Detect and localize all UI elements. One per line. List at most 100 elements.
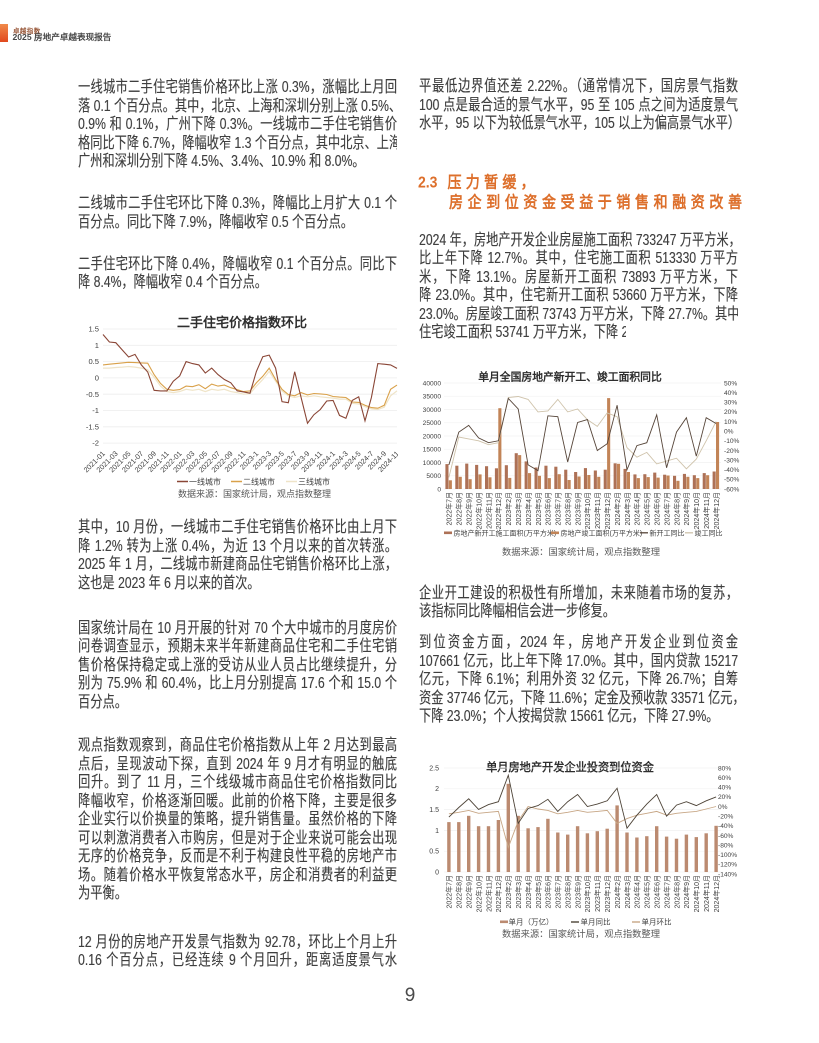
svg-text:2023年5月: 2023年5月 <box>534 875 543 908</box>
svg-text:2024年6月: 2024年6月 <box>653 492 662 525</box>
svg-text:2024年10月: 2024年10月 <box>692 875 701 912</box>
svg-text:竣工同比: 竣工同比 <box>695 529 723 538</box>
svg-text:-50%: -50% <box>724 477 740 484</box>
svg-text:1.5: 1.5 <box>429 807 439 814</box>
svg-text:二手住宅价格指数环比: 二手住宅价格指数环比 <box>177 315 307 330</box>
svg-text:25000: 25000 <box>423 420 442 427</box>
svg-text:40000: 40000 <box>423 380 442 387</box>
svg-text:2024年3月: 2024年3月 <box>623 875 632 908</box>
svg-text:-20%: -20% <box>724 448 740 455</box>
svg-text:2024年12月: 2024年12月 <box>712 492 721 529</box>
svg-text:30%: 30% <box>724 400 737 407</box>
svg-text:2023年10月: 2023年10月 <box>583 875 592 912</box>
svg-text:2022年11月: 2022年11月 <box>484 875 493 912</box>
svg-text:2022年7月: 2022年7月 <box>445 875 454 908</box>
svg-text:-80%: -80% <box>718 842 734 849</box>
svg-text:2023年11月: 2023年11月 <box>593 492 602 529</box>
svg-text:2024年7月: 2024年7月 <box>662 492 671 525</box>
svg-text:数据来源：国家统计局，观点指数整理: 数据来源：国家统计局，观点指数整理 <box>502 928 660 939</box>
svg-text:10000: 10000 <box>423 460 442 467</box>
svg-text:80%: 80% <box>718 765 731 772</box>
svg-text:50%: 50% <box>724 380 737 387</box>
svg-text:2023年8月: 2023年8月 <box>564 492 573 525</box>
svg-text:2023年7月: 2023年7月 <box>554 875 563 908</box>
svg-text:1: 1 <box>95 341 99 350</box>
svg-text:0: 0 <box>437 486 441 493</box>
svg-text:2024年6月: 2024年6月 <box>653 875 662 908</box>
svg-text:0%: 0% <box>724 429 734 436</box>
svg-text:2022年12月: 2022年12月 <box>494 492 503 529</box>
svg-text:40%: 40% <box>718 785 731 792</box>
svg-text:1: 1 <box>435 828 439 835</box>
svg-text:-60%: -60% <box>724 486 740 493</box>
svg-text:一线城市: 一线城市 <box>189 477 221 487</box>
svg-text:2022年8月: 2022年8月 <box>455 492 464 525</box>
svg-text:15000: 15000 <box>423 447 442 454</box>
svg-text:2024年11月: 2024年11月 <box>702 492 711 529</box>
svg-text:2022年10月: 2022年10月 <box>474 492 483 529</box>
svg-text:40%: 40% <box>724 390 737 397</box>
svg-text:2023年3月: 2023年3月 <box>514 492 523 525</box>
svg-text:2024年11月: 2024年11月 <box>702 875 711 912</box>
svg-text:-0.5: -0.5 <box>86 390 99 399</box>
svg-text:2022年9月: 2022年9月 <box>465 492 474 525</box>
svg-text:2023年4月: 2023年4月 <box>524 492 533 525</box>
svg-text:2024年5月: 2024年5月 <box>643 875 652 908</box>
svg-text:0%: 0% <box>718 804 728 811</box>
svg-text:2024年7月: 2024年7月 <box>662 875 671 908</box>
svg-text:2024年12月: 2024年12月 <box>712 875 721 912</box>
svg-text:0.5: 0.5 <box>429 849 439 856</box>
svg-text:新开工同比: 新开工同比 <box>650 529 685 538</box>
svg-text:数据来源：国家统计局，观点指数整理: 数据来源：国家统计局，观点指数整理 <box>502 546 660 557</box>
svg-text:单月环比: 单月环比 <box>642 917 672 927</box>
svg-text:20%: 20% <box>724 409 737 416</box>
svg-text:2022年12月: 2022年12月 <box>494 875 503 912</box>
svg-text:2022年7月: 2022年7月 <box>445 492 454 525</box>
svg-text:20000: 20000 <box>423 433 442 440</box>
svg-text:2022年10月: 2022年10月 <box>474 875 483 912</box>
svg-text:2023年8月: 2023年8月 <box>564 875 573 908</box>
svg-text:房地产新开工施工面积(万平方米): 房地产新开工施工面积(万平方米) <box>454 529 557 538</box>
svg-text:2023年12月: 2023年12月 <box>603 875 612 912</box>
svg-text:-60%: -60% <box>718 833 734 840</box>
svg-text:2024年4月: 2024年4月 <box>633 875 642 908</box>
svg-text:单月全国房地产新开工、竣工面积同比: 单月全国房地产新开工、竣工面积同比 <box>478 370 662 384</box>
svg-text:-10%: -10% <box>724 438 740 445</box>
svg-text:-20%: -20% <box>718 814 734 821</box>
svg-text:0: 0 <box>95 374 99 383</box>
svg-text:2022年9月: 2022年9月 <box>465 875 474 908</box>
svg-text:2023年4月: 2023年4月 <box>524 875 533 908</box>
svg-text:0.5: 0.5 <box>88 357 99 366</box>
svg-text:-40%: -40% <box>718 823 734 830</box>
svg-text:2024年8月: 2024年8月 <box>672 875 681 908</box>
svg-text:2024年2月: 2024年2月 <box>613 875 622 908</box>
svg-text:2022年11月: 2022年11月 <box>484 492 493 529</box>
svg-text:1.5: 1.5 <box>88 325 99 334</box>
svg-text:单月（万亿）: 单月（万亿） <box>509 917 554 927</box>
svg-text:2022年8月: 2022年8月 <box>455 875 464 908</box>
svg-text:二线城市: 二线城市 <box>243 477 275 487</box>
svg-text:2.5: 2.5 <box>429 765 439 772</box>
svg-text:2024年10月: 2024年10月 <box>692 492 701 529</box>
svg-text:-40%: -40% <box>724 467 740 474</box>
svg-text:-2: -2 <box>92 439 99 448</box>
svg-text:-1.5: -1.5 <box>86 422 99 431</box>
svg-text:-100%: -100% <box>718 852 737 859</box>
svg-text:2023年11月: 2023年11月 <box>593 875 602 912</box>
svg-text:2023年6月: 2023年6月 <box>544 492 553 525</box>
svg-text:-140%: -140% <box>718 871 737 878</box>
svg-text:60%: 60% <box>718 775 731 782</box>
svg-text:2023年12月: 2023年12月 <box>603 492 612 529</box>
svg-text:2: 2 <box>435 786 439 793</box>
svg-text:2024年9月: 2024年9月 <box>682 492 691 525</box>
svg-text:2024年3月: 2024年3月 <box>623 492 632 525</box>
svg-text:-120%: -120% <box>718 862 737 869</box>
svg-text:2023年9月: 2023年9月 <box>573 875 582 908</box>
svg-text:2023年5月: 2023年5月 <box>534 492 543 525</box>
svg-text:-30%: -30% <box>724 457 740 464</box>
svg-text:2024年2月: 2024年2月 <box>613 492 622 525</box>
svg-text:-1: -1 <box>92 406 99 415</box>
svg-text:20%: 20% <box>718 794 731 801</box>
svg-text:单月同比: 单月同比 <box>581 917 611 927</box>
svg-text:房地产竣工面积(万平方米): 房地产竣工面积(万平方米) <box>561 529 643 538</box>
